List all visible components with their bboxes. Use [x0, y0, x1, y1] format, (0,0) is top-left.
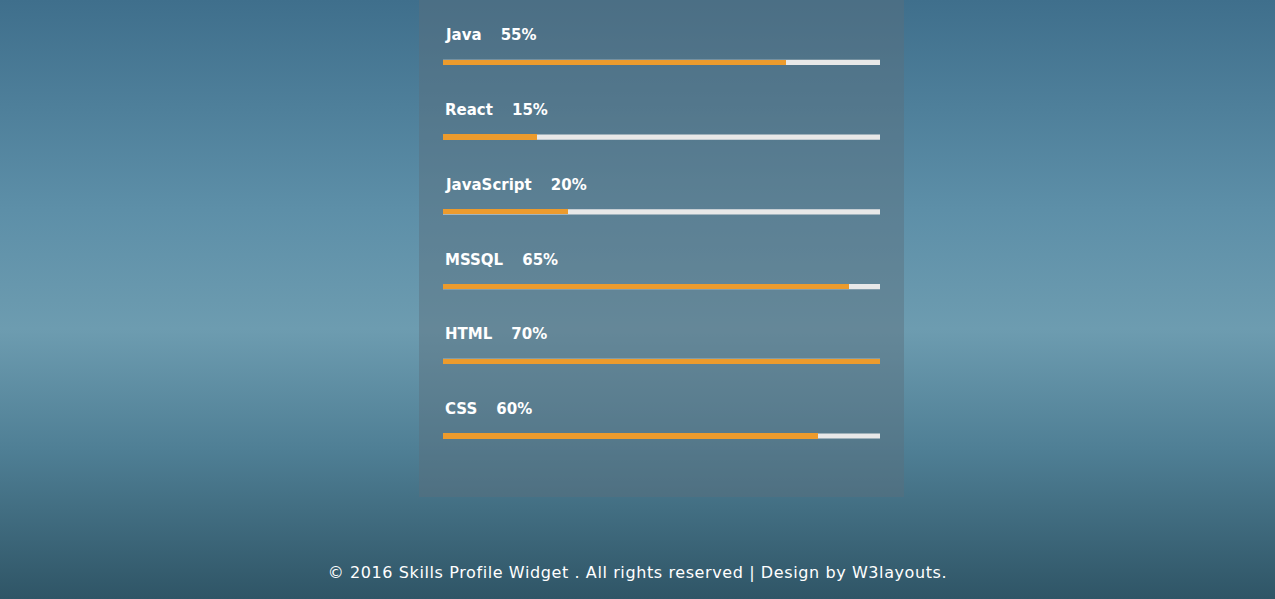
svg-text:React 15%: React 15%: [445, 101, 548, 119]
svg-text:JavaScript 20%: JavaScript 20%: [445, 176, 587, 194]
svg-text:Java 55%: Java 55%: [445, 26, 537, 44]
svg-text:MSSQL 65%: MSSQL 65%: [445, 251, 558, 269]
html-text:© 2016 Skills Profile Widget .: © 2016 Skills Profile Widget . All right…: [327, 563, 948, 582]
svg-text:CSS 60%: CSS 60%: [445, 400, 532, 418]
svg-text:HTML 70%: HTML 70%: [445, 325, 547, 343]
